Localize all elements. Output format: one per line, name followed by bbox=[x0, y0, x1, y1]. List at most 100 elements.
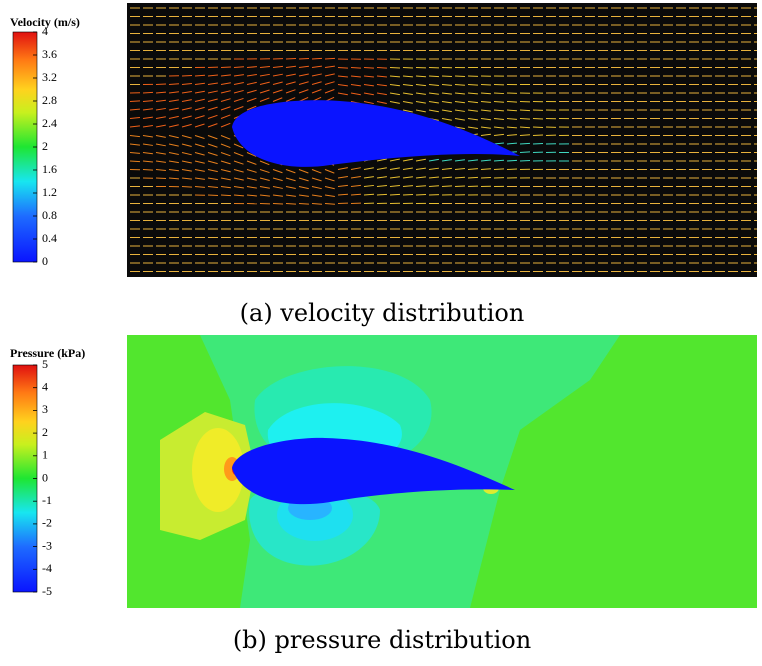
vector bbox=[129, 152, 141, 154]
vector bbox=[168, 115, 179, 119]
vector bbox=[467, 168, 479, 170]
vector bbox=[350, 184, 361, 187]
vector bbox=[285, 177, 296, 182]
colorbar-tick-label: -2 bbox=[42, 516, 52, 530]
vector bbox=[207, 106, 218, 111]
vector bbox=[467, 176, 479, 179]
vector bbox=[246, 89, 257, 94]
vector bbox=[272, 97, 283, 102]
vector bbox=[480, 109, 491, 112]
vector bbox=[519, 142, 531, 145]
vector bbox=[220, 186, 231, 189]
vector bbox=[415, 167, 426, 170]
vector bbox=[311, 194, 322, 197]
vector bbox=[285, 97, 296, 102]
vector bbox=[285, 203, 297, 205]
vector bbox=[181, 82, 192, 85]
vector bbox=[233, 152, 244, 157]
vector bbox=[480, 159, 492, 162]
vector bbox=[194, 160, 205, 164]
vector bbox=[519, 126, 531, 129]
vector bbox=[337, 84, 348, 87]
vector bbox=[480, 176, 492, 179]
vector bbox=[350, 167, 361, 170]
vector bbox=[324, 203, 336, 205]
vector bbox=[363, 84, 374, 87]
vector bbox=[402, 176, 413, 179]
vector bbox=[493, 133, 504, 136]
vector bbox=[428, 84, 440, 86]
vector bbox=[506, 126, 518, 129]
vector bbox=[220, 90, 231, 94]
colorbar-title: Velocity (m/s) bbox=[10, 15, 80, 29]
vector bbox=[259, 186, 270, 189]
colorbar-tick-label: 0.4 bbox=[42, 231, 57, 245]
vector bbox=[220, 194, 232, 197]
vector bbox=[168, 124, 179, 128]
vector bbox=[493, 109, 505, 112]
vector bbox=[415, 92, 426, 95]
colorbar-tick-label: 1 bbox=[42, 448, 48, 462]
vector bbox=[142, 152, 153, 155]
vector bbox=[363, 193, 375, 196]
vector bbox=[246, 160, 257, 165]
vector bbox=[272, 177, 283, 182]
vector bbox=[285, 89, 296, 94]
vector bbox=[233, 66, 245, 68]
vector bbox=[298, 65, 309, 68]
vector bbox=[233, 160, 244, 165]
vector bbox=[311, 73, 322, 77]
vector bbox=[194, 82, 205, 85]
vector bbox=[155, 169, 167, 171]
vector bbox=[220, 169, 231, 173]
vector bbox=[220, 152, 231, 157]
vector bbox=[155, 152, 166, 155]
vector bbox=[350, 193, 362, 196]
vector bbox=[428, 75, 440, 78]
vector bbox=[454, 176, 466, 179]
vector bbox=[181, 169, 192, 172]
vector bbox=[441, 159, 452, 162]
vector bbox=[311, 81, 322, 85]
vector bbox=[246, 97, 257, 102]
caption: (a) velocity distribution bbox=[240, 299, 525, 327]
vector bbox=[207, 123, 218, 128]
vector bbox=[155, 177, 167, 180]
vector bbox=[246, 105, 257, 111]
vector bbox=[402, 185, 414, 187]
vector bbox=[194, 106, 205, 111]
vector bbox=[259, 177, 270, 181]
vector bbox=[363, 101, 374, 105]
vector bbox=[415, 75, 427, 78]
vector bbox=[259, 81, 270, 85]
vector bbox=[376, 101, 387, 104]
vector bbox=[220, 114, 231, 119]
vector bbox=[480, 126, 491, 129]
vector bbox=[246, 169, 257, 173]
vector bbox=[389, 158, 400, 162]
vector bbox=[155, 99, 166, 102]
vector bbox=[480, 118, 491, 121]
vector bbox=[506, 142, 518, 145]
vector bbox=[155, 143, 166, 147]
vector bbox=[350, 92, 361, 96]
vector bbox=[233, 169, 244, 173]
vector bbox=[168, 160, 179, 164]
vector bbox=[363, 176, 374, 179]
colorbar-tick-label: 4 bbox=[42, 379, 48, 393]
vector bbox=[402, 84, 413, 87]
vector bbox=[129, 108, 141, 111]
vector bbox=[285, 194, 296, 197]
vector bbox=[194, 115, 205, 119]
vector bbox=[376, 167, 387, 170]
vector bbox=[181, 123, 192, 128]
vector bbox=[311, 169, 322, 174]
vector bbox=[428, 109, 439, 113]
vector bbox=[454, 92, 465, 95]
vector bbox=[480, 133, 491, 136]
vector bbox=[324, 194, 335, 197]
vector bbox=[272, 194, 283, 197]
vector bbox=[194, 123, 205, 128]
vector bbox=[181, 91, 192, 94]
vector bbox=[480, 101, 492, 103]
